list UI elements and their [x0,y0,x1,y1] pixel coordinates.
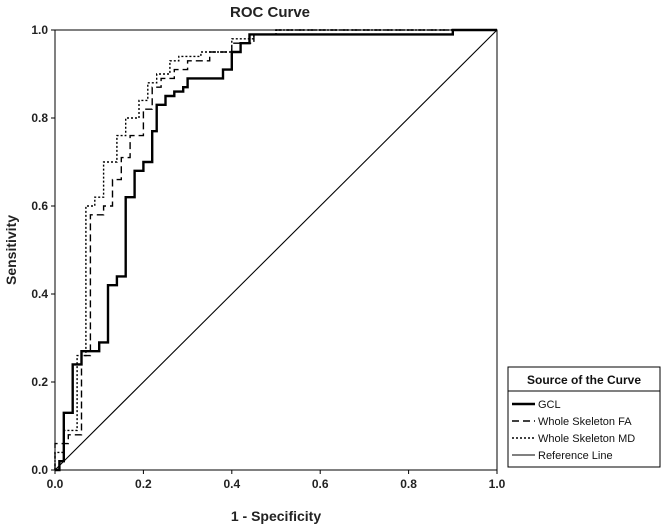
x-tick-label: 0.2 [135,477,152,491]
y-tick-label: 1.0 [31,23,48,37]
series-layer [54,28,498,472]
x-tick-label: 0.0 [47,477,64,491]
legend-label-whole-skeleton-fa: Whole Skeleton FA [538,416,632,428]
y-axis: 0.0 0.2 0.4 0.6 0.8 1.0 [31,23,55,477]
series-line-whole-skeleton-fa [54,29,497,470]
series-line-whole-skeleton-md [54,29,497,470]
y-tick-label: 0.0 [31,463,48,477]
legend: Source of the Curve GCL Whole Skeleton FA… [507,366,661,468]
x-axis-title: 1 - Specificity [231,508,321,524]
series-line-gcl [55,28,497,472]
y-tick-label: 0.2 [31,375,48,389]
legend-title: Source of the Curve [527,373,641,387]
y-tick-label: 0.4 [31,287,48,301]
x-tick-label: 1.0 [489,477,506,491]
y-tick-label: 0.8 [31,111,48,125]
legend-box [507,366,661,468]
x-tick-label: 0.6 [312,477,329,491]
series-line-reference-line [54,29,498,471]
x-axis: 0.0 0.2 0.4 0.6 0.8 1.0 [47,470,506,491]
legend-label-reference-line: Reference Line [538,450,613,462]
x-tick-label: 0.8 [400,477,417,491]
y-tick-label: 0.6 [31,199,48,213]
x-tick-label: 0.4 [223,477,240,491]
legend-label-gcl: GCL [538,399,561,411]
legend-label-whole-skeleton-md: Whole Skeleton MD [538,433,635,445]
legend-items: GCL Whole Skeleton FA Whole Skeleton MD Ref… [512,399,635,462]
y-axis-title: Sensitivity [3,215,19,285]
chart-title: ROC Curve [230,4,310,21]
